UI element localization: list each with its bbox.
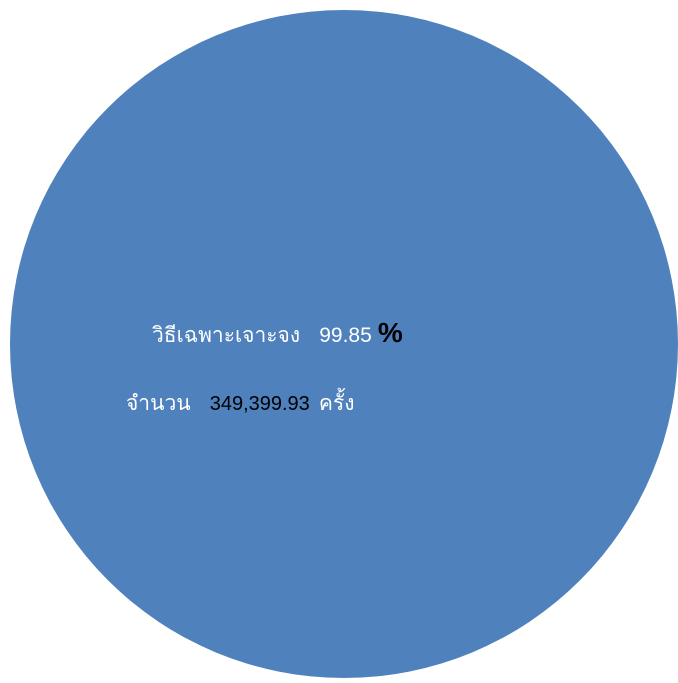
slice-label-line2: จำนวน 349,399.93 ครั้ง — [126, 388, 355, 415]
slice-count-value: 349,399.93 — [210, 393, 310, 415]
slice-percent-sign: % — [378, 317, 403, 348]
slice-percent: 99.85 — [319, 324, 372, 347]
slice-name: วิธีเฉพาะเจาะจง — [152, 323, 300, 347]
slice-count-prefix: จำนวน — [126, 391, 191, 415]
slice-count-unit: ครั้ง — [319, 388, 355, 415]
